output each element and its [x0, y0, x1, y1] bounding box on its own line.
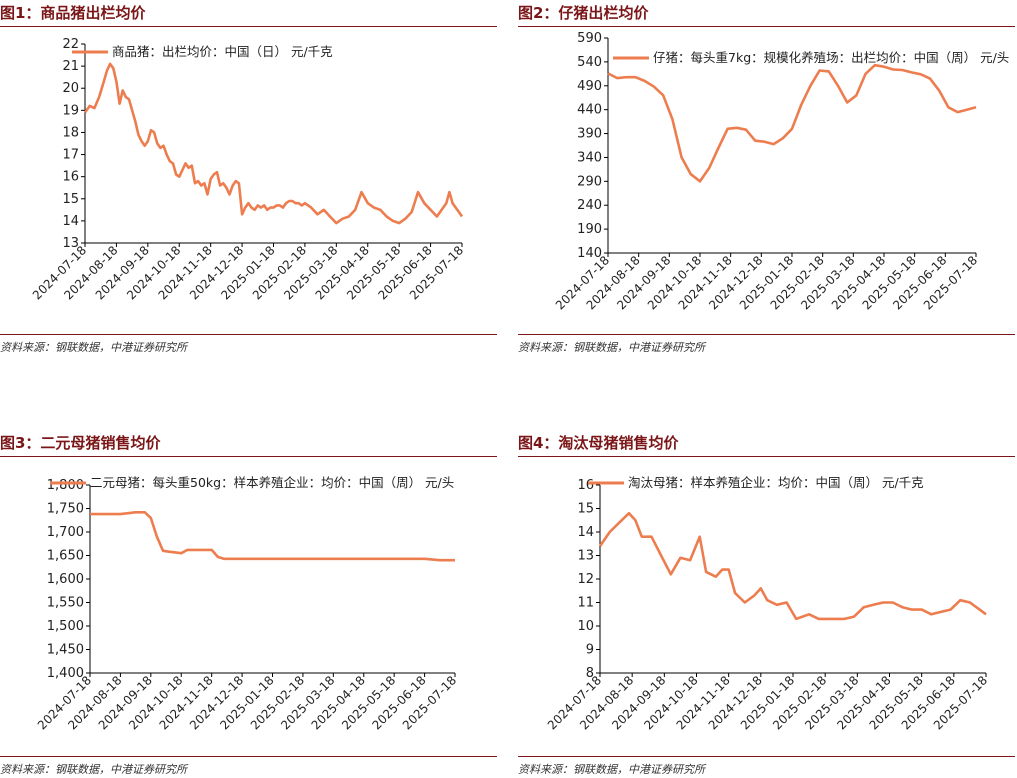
y-tick-label: 10	[577, 619, 594, 634]
chart-piglet-price: 1401902402903403904404905405902024-07-18…	[553, 31, 1009, 312]
y-tick-label: 19	[62, 103, 79, 118]
y-tick-label: 20	[62, 81, 79, 96]
panel-title: 图3：二元母猪销售均价	[0, 430, 497, 457]
y-tick-label: 1,750	[47, 502, 84, 517]
y-tick-label: 340	[577, 150, 602, 165]
y-tick-label: 14	[577, 525, 594, 540]
y-tick-label: 1,400	[47, 666, 84, 681]
y-tick-label: 16	[577, 478, 594, 493]
panel-piglet-price: 图2：仔猪出栏均价 140 190 240 290 340 390 440 490 540 590…	[518, 0, 1015, 360]
y-tick-label: 9	[586, 643, 594, 658]
source-note: 资料来源：钢联数据，中港证券研究所	[0, 756, 497, 777]
y-tick-label: 18	[62, 125, 79, 140]
legend-label: 淘汰母猪：样本养殖企业：均价：中国（周） 元/千克	[628, 475, 924, 490]
chart-sow-price: 1,400 1,450 1,500 1,550 1,600 1,650 1,700 1,750…	[35, 475, 459, 732]
panel-title: 图4：淘汰母猪销售均价	[518, 430, 1015, 457]
y-tick-label: 22	[62, 37, 79, 52]
panel-title: 图2：仔猪出栏均价	[518, 0, 1015, 27]
y-tick-label: 15	[62, 192, 79, 207]
series-line	[90, 510, 455, 562]
y-tick-label: 1,500	[47, 619, 84, 634]
y-tick-label: 1,600	[47, 572, 84, 587]
y-tick-label: 12	[577, 572, 594, 587]
y-tick-label: 13	[577, 549, 594, 564]
y-tick-label: 1,650	[47, 549, 84, 564]
source-note: 资料来源：钢联数据，中港证券研究所	[0, 334, 497, 355]
series-line	[598, 511, 987, 621]
panel-sow-price: 图3：二元母猪销售均价 1,400 1,450 1,500 1,550 1,600 1,6…	[0, 430, 497, 778]
series-line	[607, 63, 977, 183]
source-note: 资料来源：钢联数据，中港证券研究所	[518, 756, 1015, 777]
source-note: 资料来源：钢联数据，中港证券研究所	[518, 334, 1015, 355]
y-tick-label: 1,800	[47, 478, 84, 493]
y-tick-label: 14	[62, 214, 79, 229]
y-tick-label: 140	[577, 246, 602, 261]
legend-label: 二元母猪：每头重50kg：样本养殖企业：均价：中国（周） 元/头	[90, 475, 454, 490]
y-tick-label: 440	[577, 103, 602, 118]
chart-culled-sow-price: 89101112131415162024-07-182024-08-182024…	[545, 475, 990, 732]
panel-culled-sow-price: 图4：淘汰母猪销售均价 8 9 10 11 12 13 14 15 16 2024-07-18 20…	[518, 430, 1015, 778]
y-tick-label: 1,550	[47, 596, 84, 611]
y-tick-label: 240	[577, 198, 602, 213]
y-tick-label: 8	[586, 666, 594, 681]
legend-label: 仔猪：每头重7kg：规模化养殖场：出栏均价：中国（周） 元/头	[653, 50, 1009, 65]
legend-label: 商品猪：出栏均价：中国（日） 元/千克	[112, 44, 333, 59]
y-tick-label: 11	[577, 596, 594, 611]
y-tick-label: 13	[62, 236, 79, 251]
panel-hog-price: 图1：商品猪出栏均价 13 14 15 16 17 18 19 20 21 22 2024-07-1…	[0, 0, 497, 360]
y-tick-label: 290	[577, 174, 602, 189]
y-tick-label: 390	[577, 127, 602, 142]
y-tick-label: 15	[577, 502, 594, 517]
panel-title: 图1：商品猪出栏均价	[0, 0, 497, 27]
y-tick-label: 590	[577, 31, 602, 46]
y-tick-label: 17	[62, 148, 79, 163]
y-tick-label: 190	[577, 222, 602, 237]
y-tick-label: 16	[62, 170, 79, 185]
y-tick-label: 1,450	[47, 643, 84, 658]
y-tick-label: 540	[577, 55, 602, 70]
y-tick-label: 1,700	[47, 525, 84, 540]
chart-hog-price: 131415161718192021222024-07-182024-08-18…	[30, 37, 466, 302]
series-line	[83, 62, 464, 225]
y-tick-label: 490	[577, 79, 602, 94]
y-tick-label: 21	[62, 59, 79, 74]
